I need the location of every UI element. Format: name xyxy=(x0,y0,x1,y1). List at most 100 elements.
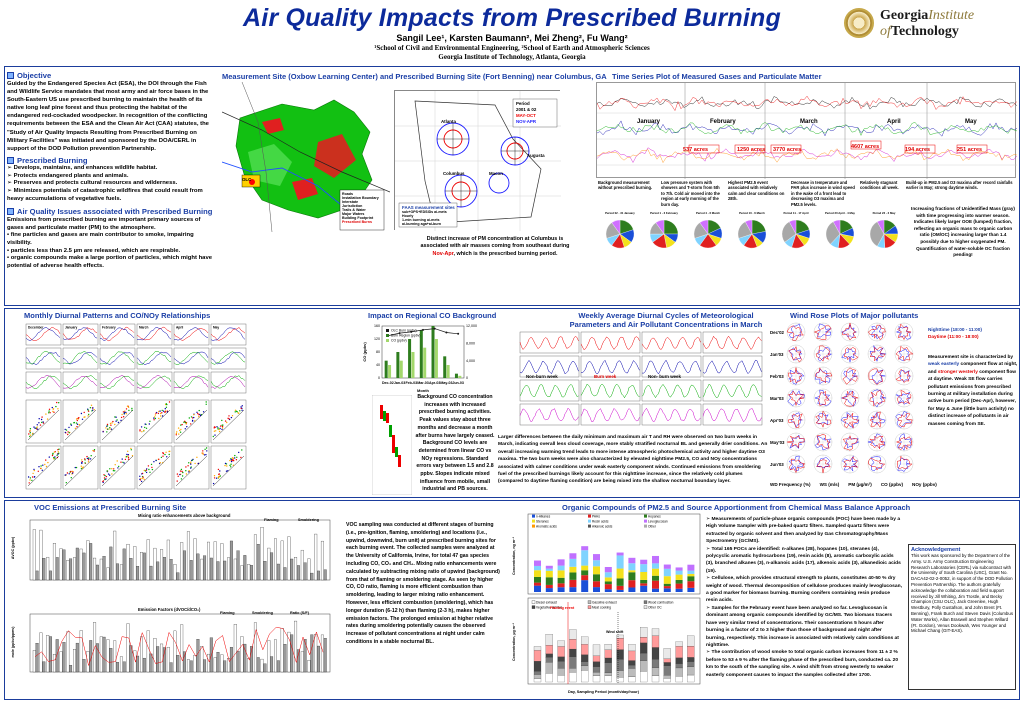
voc-bar-flaming xyxy=(73,649,76,673)
scatter-panel xyxy=(210,399,247,444)
burn-marker xyxy=(770,144,802,154)
organic-stack-segment xyxy=(640,559,648,565)
scatter-point xyxy=(52,410,54,413)
source-legend-label: Other OC xyxy=(648,605,662,609)
scatter-panel xyxy=(173,399,210,444)
source-stack-segment xyxy=(675,676,683,683)
scatter-point xyxy=(67,431,69,433)
voc-bar-flaming xyxy=(240,636,244,673)
scatter-point xyxy=(48,410,50,412)
windrose-trace xyxy=(896,455,913,470)
regression-line xyxy=(212,409,245,441)
organic-stack-segment xyxy=(534,585,541,592)
voc-bar-smoldering xyxy=(303,562,307,581)
windrose-trace xyxy=(842,367,858,385)
faas-legend-item: ai-burning aga+ai-burn xyxy=(402,222,442,226)
windrose-trace xyxy=(813,325,832,340)
scatter-point xyxy=(140,477,142,480)
scatter-point xyxy=(70,423,72,425)
scatter-point xyxy=(194,420,196,422)
voc-bar-flaming xyxy=(200,646,204,673)
scatter-point xyxy=(46,418,49,420)
intro-column: Objective Guided by the Endangered Speci… xyxy=(7,69,215,305)
voc-bar-flaming xyxy=(99,636,103,673)
scatter-point xyxy=(84,462,86,464)
scatter-point xyxy=(90,404,93,406)
voc-bar-smoldering xyxy=(62,642,66,673)
ack-text: This work was sponsored by the Departmen… xyxy=(911,553,1014,634)
scatter-point xyxy=(81,459,83,461)
scatter-point xyxy=(38,422,40,424)
acres-label: 251 acres xyxy=(957,147,983,153)
co-tick-label: 0 xyxy=(378,376,380,380)
scatter-point xyxy=(236,411,238,413)
scatter-point xyxy=(234,454,236,457)
voc-bar-smoldering xyxy=(142,657,146,673)
source-stack-segment xyxy=(592,661,601,667)
voc-bar-smoldering xyxy=(95,564,99,581)
scatter-point xyxy=(241,449,243,451)
co-category-label: Jun-03 xyxy=(452,381,464,385)
scatter-point xyxy=(213,430,216,432)
voc-bar-flaming xyxy=(59,548,63,581)
voc-bar-smoldering xyxy=(236,650,240,673)
scatter-point xyxy=(176,473,179,475)
voc-bar-flaming xyxy=(274,639,277,673)
source-legend-label: Vegetative detritus xyxy=(536,605,563,609)
organic-stack-segment xyxy=(652,588,659,592)
source-stack-segment xyxy=(651,635,660,648)
voc-bar-flaming xyxy=(73,557,76,581)
scatter-point xyxy=(139,478,141,480)
scatter-point xyxy=(197,412,199,415)
organic-stack-segment xyxy=(628,572,636,581)
organic-legend-swatch xyxy=(532,519,535,523)
voc-bar-flaming xyxy=(193,655,197,673)
diurnal-plots: December January February March April May xyxy=(8,320,248,496)
organic-stack-segment xyxy=(593,554,600,561)
windrose-trace xyxy=(842,412,860,429)
source-stack-segment xyxy=(581,644,589,655)
issues-list: • fine particles and gases are main cont… xyxy=(7,232,215,271)
weekly-trace xyxy=(702,408,762,423)
scatter-point xyxy=(81,467,84,469)
voc-bar-smoldering xyxy=(49,636,52,673)
scatter-point xyxy=(219,425,222,427)
voc-bar-flaming xyxy=(140,552,143,581)
scatter-point xyxy=(52,408,55,410)
windrose-month-label: May'03 xyxy=(770,440,785,445)
scatter-point xyxy=(213,426,216,428)
scatter-point xyxy=(117,421,120,424)
scatter-point xyxy=(182,471,184,474)
scatter-point xyxy=(162,452,164,454)
organic-stack-segment xyxy=(628,570,636,573)
source-stack-segment xyxy=(545,653,553,658)
windrose-trace xyxy=(814,435,832,451)
scatter-point xyxy=(70,477,72,479)
diurnal-trace xyxy=(99,327,135,341)
scatter-point xyxy=(123,413,125,415)
voc-bar-smoldering xyxy=(243,643,247,673)
scatter-point xyxy=(47,461,49,464)
scatter-point xyxy=(190,423,192,425)
bullet-square-icon xyxy=(7,207,14,215)
windrose-trace xyxy=(788,345,802,363)
source-stack-segment xyxy=(616,670,624,678)
acknowledgement-box: Acknowledgement This work was sponsored … xyxy=(908,544,1016,690)
sources-plot-frame xyxy=(527,597,701,685)
voc-bar-flaming xyxy=(79,548,83,581)
windrose-trace xyxy=(870,411,886,426)
list-item: ➢ Minimizes potentials of catastrophic w… xyxy=(7,188,203,203)
ts-note: Relatively stagnant conditions all week. xyxy=(860,180,899,191)
regression-line xyxy=(64,455,97,487)
organic-legend-label: Resin acids xyxy=(592,519,609,523)
voc-bar-smoldering xyxy=(276,563,280,581)
scatter-point xyxy=(121,413,123,416)
scatter-point xyxy=(219,475,221,477)
scatter-point xyxy=(139,429,141,431)
source-stack-segment xyxy=(592,655,601,662)
scatter-point xyxy=(28,433,30,435)
voc-bar-smoldering xyxy=(229,540,233,581)
source-stack-segment xyxy=(663,648,671,659)
organic-stack-segment xyxy=(545,588,553,592)
organic-stack-segment xyxy=(593,566,600,575)
